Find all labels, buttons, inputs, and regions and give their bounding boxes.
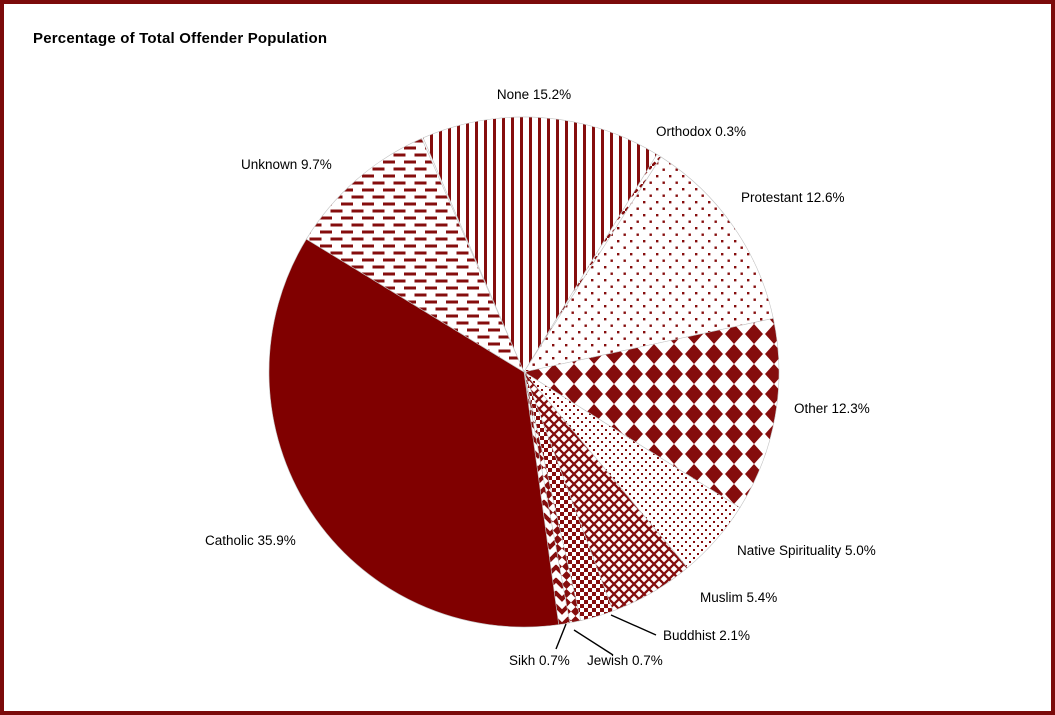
pie-slice-catholic: Catholic 35.9% [268,238,560,628]
slice-label-catholic: Catholic 35.9% [205,533,296,548]
leader-line-buddhist [610,614,657,636]
pie-slice-other: Other 12.3% [523,318,780,509]
chart-title: Percentage of Total Offender Population [33,30,328,47]
slice-label-native-spirituality: Native Spirituality 5.0% [737,543,876,558]
slice-label-unknown: Unknown 9.7% [241,157,332,172]
slice-label-other: Other 12.3% [794,401,870,416]
leader-line-sikh [555,623,567,650]
slice-label-none: None 15.2% [497,87,571,102]
slice-label-muslim: Muslim 5.4% [700,590,777,605]
pie-slice-unknown: Unknown 9.7% [305,138,525,373]
slice-label-jewish: Jewish 0.7% [587,653,663,668]
pie-slice-none: None 15.2% [422,116,658,373]
slice-label-protestant: Protestant 12.6% [741,190,845,205]
slice-label-orthodox: Orthodox 0.3% [656,124,746,139]
slice-label-buddhist: Buddhist 2.1% [663,628,750,643]
leader-line-jewish [573,629,614,656]
pie-slice-protestant: Protestant 12.6% [523,156,774,373]
slice-label-sikh: Sikh 0.7% [509,653,570,668]
pie-chart: None 15.2%Orthodox 0.3%Protestant 12.6%O… [205,87,876,668]
